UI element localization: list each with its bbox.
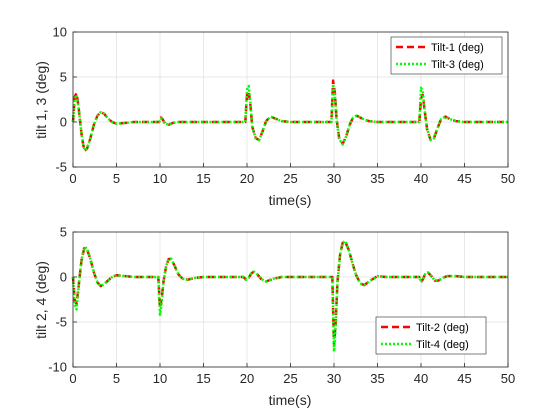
x-tick-label: 25 bbox=[283, 171, 297, 186]
x-axis-label-top: time(s) bbox=[269, 192, 312, 208]
y-tick-label: -5 bbox=[55, 315, 67, 330]
y-tick-label: -5 bbox=[55, 160, 67, 175]
x-tick-label: 0 bbox=[69, 171, 76, 186]
legend-box-bottom bbox=[375, 316, 487, 355]
x-tick-label: 0 bbox=[69, 371, 76, 386]
x-tick-label: 10 bbox=[153, 171, 167, 186]
y-axis-label-bottom: tilt 2, 4 (deg) bbox=[33, 261, 49, 339]
legend-bottom: Tilt-2 (deg) Tilt-4 (deg) bbox=[375, 316, 487, 355]
x-tick-label: 15 bbox=[196, 171, 210, 186]
x-tick-label: 10 bbox=[153, 371, 167, 386]
x-tick-label: 50 bbox=[501, 371, 515, 386]
y-tick-label: 5 bbox=[60, 70, 67, 85]
y-tick-label: 10 bbox=[53, 25, 67, 40]
y-tick-label: 0 bbox=[60, 270, 67, 285]
x-tick-label: 20 bbox=[240, 371, 254, 386]
legend-box-top bbox=[390, 36, 503, 75]
x-tick-label: 15 bbox=[196, 371, 210, 386]
y-axis-label-top: tilt 1, 3 (deg) bbox=[33, 61, 49, 139]
y-tick-label: -10 bbox=[48, 360, 67, 375]
x-tick-label: 40 bbox=[414, 171, 428, 186]
legend-label-tilt-4: Tilt-4 (deg) bbox=[416, 339, 469, 351]
legend-label-tilt-3: Tilt-3 (deg) bbox=[431, 59, 484, 71]
x-tick-label: 35 bbox=[370, 171, 384, 186]
series-lines-bottom bbox=[71, 239, 508, 353]
x-tick-label: 25 bbox=[283, 371, 297, 386]
x-tick-label: 5 bbox=[113, 371, 120, 386]
series-line-tilt-4 bbox=[71, 239, 508, 353]
x-tick-label: 40 bbox=[414, 371, 428, 386]
x-tick-label: 45 bbox=[457, 171, 471, 186]
legend-top: Tilt-1 (deg) Tilt-3 (deg) bbox=[390, 36, 503, 75]
legend-label-tilt-1: Tilt-1 (deg) bbox=[431, 42, 484, 54]
subplot-bottom: 0 5 10 15 20 25 30 35 40 45 50 -10 -5 0 5 time(s) tilt… bbox=[33, 225, 515, 409]
x-tick-label: 5 bbox=[113, 171, 120, 186]
x-tick-label: 50 bbox=[501, 171, 515, 186]
x-axis-label-bottom: time(s) bbox=[269, 392, 312, 408]
y-tick-label: 0 bbox=[60, 115, 67, 130]
x-tick-label: 30 bbox=[327, 371, 341, 386]
series-lines-top bbox=[71, 79, 508, 153]
x-tick-label: 30 bbox=[327, 171, 341, 186]
ticks-bottom: 0 5 10 15 20 25 30 35 40 45 50 -10 -5 0 5 bbox=[48, 225, 515, 387]
y-tick-label: 5 bbox=[60, 225, 67, 240]
legend-label-tilt-2: Tilt-2 (deg) bbox=[416, 322, 469, 334]
x-tick-label: 20 bbox=[240, 171, 254, 186]
series-line-tilt-3 bbox=[71, 82, 508, 152]
x-tick-label: 35 bbox=[370, 371, 384, 386]
x-tick-label: 45 bbox=[457, 371, 471, 386]
